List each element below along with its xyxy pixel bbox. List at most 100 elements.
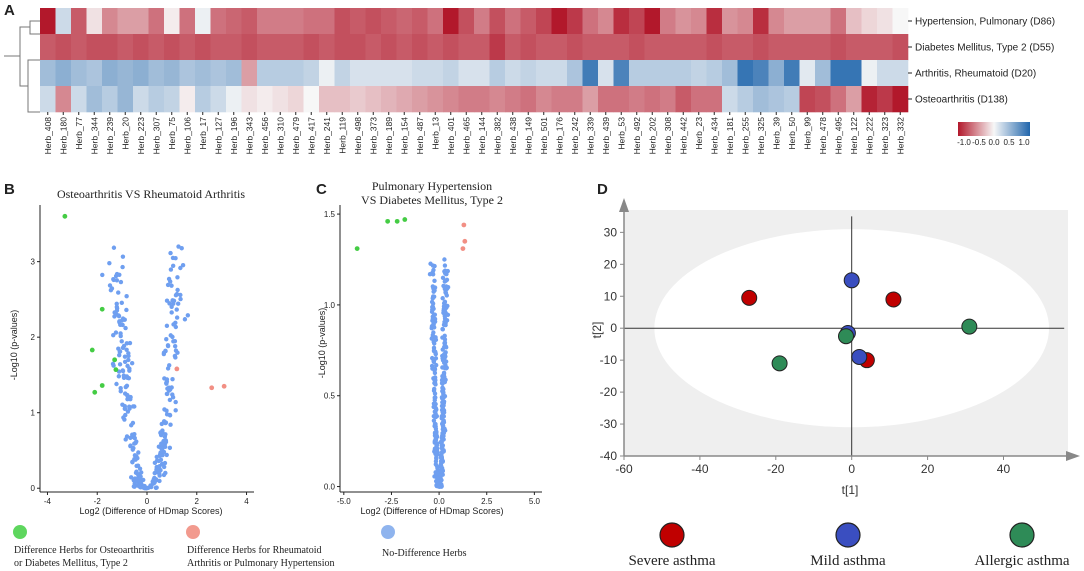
no-difference-point [159, 421, 164, 427]
heatmap-cell [830, 86, 847, 113]
no-difference-point [442, 263, 448, 268]
no-difference-point [432, 474, 437, 479]
no-difference-point [440, 326, 445, 332]
no-difference-point [163, 420, 168, 426]
y-tick-label: 2 [31, 333, 36, 342]
no-difference-point [431, 321, 436, 327]
plot-c-area: -5.0 -2.5 0.0 2.5 5.0 0.0 0.5 1.0 1.5 [324, 205, 542, 506]
legend-severe-swatch [659, 522, 685, 548]
no-difference-point [137, 466, 143, 471]
heatmap-cell [613, 60, 630, 87]
x-tick-label: -5.0 [337, 497, 351, 506]
difference-point-green [385, 218, 391, 224]
heatmap-cell [520, 60, 537, 87]
no-difference-point [140, 485, 146, 490]
heatmap-cell [303, 86, 320, 113]
heatmap-cell [737, 8, 754, 35]
heatmap-cell [520, 8, 537, 35]
heatmap-cell [660, 34, 676, 61]
heatmap-column-label: Herb_339 [585, 117, 595, 155]
pca-sample-point [885, 291, 902, 308]
heatmap-cell [412, 34, 428, 61]
heatmap-cell [799, 8, 816, 35]
no-difference-point [119, 300, 124, 306]
heatmap-cell [427, 8, 444, 35]
heatmap-cell [102, 8, 118, 35]
no-difference-point [441, 390, 446, 395]
no-difference-point [112, 310, 117, 315]
heatmap-column-label: Herb_442 [678, 117, 688, 155]
heatmap-cell [288, 86, 304, 113]
no-difference-point [116, 290, 121, 295]
no-difference-point [429, 299, 435, 305]
no-difference-point [116, 313, 121, 318]
pca-y-tick-label: 0 [610, 321, 617, 335]
heatmap-column-label: Herb_373 [368, 117, 378, 155]
no-difference-point [175, 275, 180, 280]
heatmap-cell [877, 86, 893, 113]
heatmap-cell [892, 86, 909, 113]
heatmap-column-label: Herb_189 [384, 117, 394, 155]
heatmap-cell [753, 8, 769, 35]
no-difference-point [433, 408, 438, 414]
heatmap-cell [846, 34, 862, 61]
no-difference-point [441, 399, 447, 404]
heatmap-cell [536, 8, 552, 35]
heatmap-cell [737, 34, 754, 61]
plot-c-title-line2: VS Diabetes Mellitus, Type 2 [361, 193, 503, 207]
heatmap-column-label: Herb_241 [322, 117, 332, 155]
no-difference-point [175, 301, 181, 306]
heatmap-cell [257, 60, 273, 87]
difference-point-green [92, 389, 98, 395]
heatmap-column-label: Herb_222 [864, 117, 874, 155]
heatmap-column-label: Herb_196 [229, 117, 239, 155]
heatmap-cell [71, 34, 87, 61]
heatmap-cell [458, 60, 475, 87]
pca-sample-point [771, 355, 788, 372]
heatmap-cell [288, 34, 304, 61]
no-difference-point [430, 296, 435, 301]
heatmap-cell [706, 60, 723, 87]
no-difference-point [124, 434, 130, 439]
heatmap-cell [272, 86, 289, 113]
heatmap-cell [582, 60, 599, 87]
heatmap-cell [86, 34, 103, 61]
y-tick-label: 1.5 [324, 210, 336, 219]
heatmap-cell [598, 86, 614, 113]
no-difference-point [100, 272, 105, 278]
no-difference-point [441, 357, 446, 363]
colorbar-gradient [958, 122, 1030, 136]
heatmap-cell [505, 8, 521, 35]
heatmap-cell [241, 60, 258, 87]
x-tick-label: 0.0 [434, 497, 446, 506]
no-difference-point [121, 343, 127, 349]
heatmap-column-label: Herb_176 [554, 117, 564, 155]
heatmap-cell [427, 34, 444, 61]
no-difference-point [124, 294, 129, 299]
x-tick-label: -4 [44, 497, 52, 506]
heatmap-cell [164, 8, 180, 35]
heatmap-column-label: Herb_438 [508, 117, 518, 155]
heatmap-cell [396, 86, 413, 113]
no-difference-point [156, 469, 162, 474]
heatmap-column-label: Herb_75 [167, 117, 177, 150]
heatmap-cell [319, 34, 335, 61]
no-difference-point [130, 447, 135, 452]
heatmap-cell [195, 8, 211, 35]
heatmap-cell [644, 34, 661, 61]
heatmap-cell [55, 60, 72, 87]
no-difference-point [435, 466, 440, 471]
pca-y-tick-label: 10 [604, 289, 618, 303]
no-difference-point [136, 450, 141, 455]
heatmap-cells [40, 8, 909, 113]
no-difference-point [165, 391, 170, 397]
no-difference-point [167, 397, 173, 403]
heatmap-cell [241, 8, 258, 35]
no-difference-point [442, 337, 448, 342]
heatmap-cell [458, 34, 475, 61]
heatmap-cell [40, 34, 56, 61]
y-tick-label: 1.0 [324, 301, 336, 310]
no-difference-point [432, 263, 437, 269]
